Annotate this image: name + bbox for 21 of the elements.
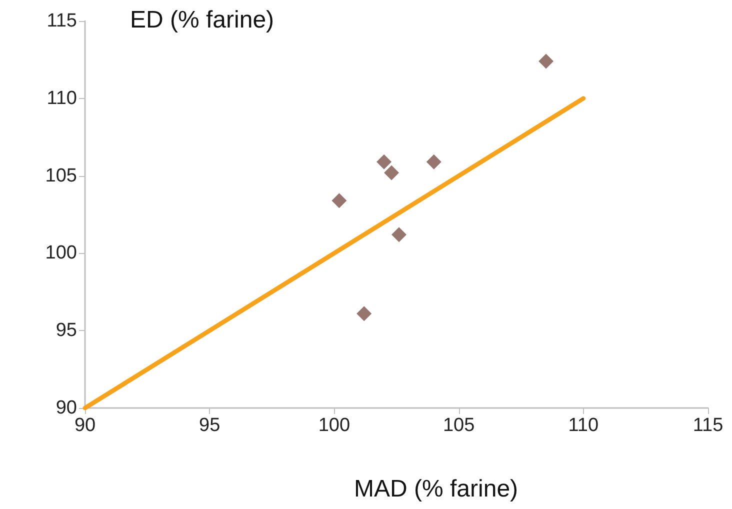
point [332,193,347,208]
y-tick-label: 105 [45,165,77,186]
x-tick-label: 115 [692,415,724,436]
y-tick-label: 110 [46,88,77,109]
x-tick-label: 90 [74,415,96,436]
y-tick-label: 100 [45,242,77,264]
point [356,306,372,322]
y-axis-title: ED (% farine) [130,6,274,34]
point [538,54,554,69]
y-tick-label: 90 [56,398,77,418]
x-tick-label: 95 [199,415,220,436]
x-axis-title: MAD (% farine) [354,476,518,502]
x-tick-label: 105 [442,415,475,436]
point [376,154,392,170]
y-tick-label: 95 [56,320,77,342]
point [391,227,406,242]
point [426,154,442,170]
x-tick-label: 100 [318,415,350,436]
y-tick-label: 115 [46,10,77,32]
point [384,165,400,180]
x-tick-label: 110 [568,415,599,436]
